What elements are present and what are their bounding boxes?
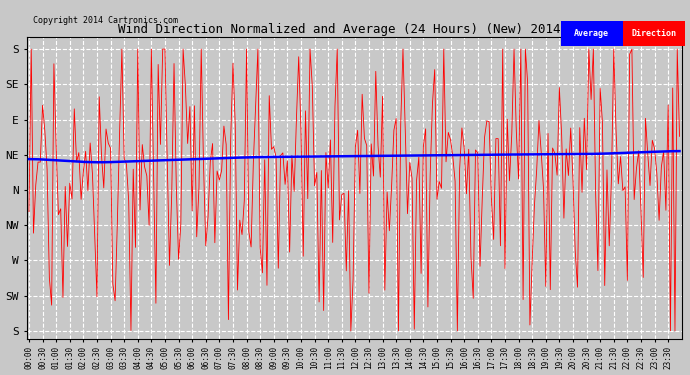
FancyBboxPatch shape [623,21,685,46]
Text: Direction: Direction [631,29,676,38]
FancyBboxPatch shape [560,21,623,46]
Text: Copyright 2014 Cartronics.com: Copyright 2014 Cartronics.com [33,16,178,25]
Text: Average: Average [574,29,609,38]
Title: Wind Direction Normalized and Average (24 Hours) (New) 20140817: Wind Direction Normalized and Average (2… [118,23,591,36]
